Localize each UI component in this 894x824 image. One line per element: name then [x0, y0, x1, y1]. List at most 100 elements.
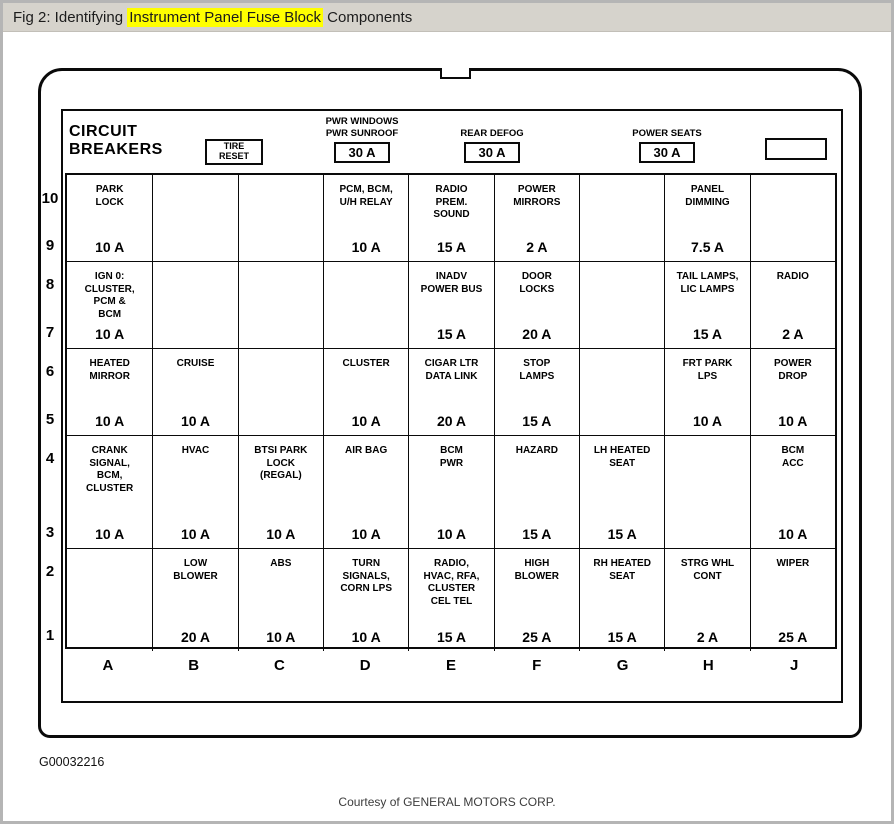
row-number-6: 6: [45, 363, 55, 380]
figure-title-suffix: Components: [323, 8, 413, 26]
fuse-cell-H-2-1: STRG WHL CONT 2 A: [664, 548, 750, 651]
fuse-amp: 2 A: [696, 629, 719, 645]
fuse-cell-D-8-7: [323, 261, 409, 348]
fuse-label: CLUSTER: [342, 358, 390, 369]
fuse-amp: 10 A: [266, 629, 296, 645]
fuse-label: RADIO PREM. SOUND: [433, 184, 470, 220]
row-number-8: 8: [45, 276, 55, 293]
fuse-label: STOP LAMPS: [519, 358, 555, 382]
column-letter-H: H: [702, 657, 714, 674]
fuse-label: FRT PARK LPS: [682, 358, 733, 382]
fuse-cell-D-4-3: AIR BAG 10 A: [323, 435, 409, 548]
fuse-cell-E-6-5: CIGAR LTR DATA LINK 20 A: [408, 348, 494, 435]
fuse-cell-E-8-7: INADV POWER BUS 15 A: [408, 261, 494, 348]
fuse-label: HEATED MIRROR: [89, 358, 130, 382]
fuse-cell-C-10-9: [237, 175, 323, 261]
fuse-amp: 20 A: [180, 629, 211, 645]
fuse-cell-J-2-1: WIPER 25 A: [749, 548, 835, 651]
fuse-amp: 2 A: [526, 239, 548, 255]
fuse-cell-E-4-3: BCM PWR 10 A: [408, 435, 494, 548]
fuse-amp: 20 A: [522, 326, 552, 342]
row-number-1: 1: [45, 627, 55, 644]
fuse-grid: PARK LOCK 10 A PCM, BCM, U/H RELAY 10 A RADI…: [65, 173, 837, 651]
fuse-label: CIGAR LTR DATA LINK: [424, 358, 479, 382]
fuse-cell-H-8-7: TAIL LAMPS, LIC LAMPS 15 A: [664, 261, 750, 348]
column-letter-G: G: [616, 657, 629, 674]
circuit-breakers-line1: CIRCUIT: [69, 123, 138, 140]
figure-title-prefix: Fig 2: Identifying: [13, 8, 128, 26]
fuse-cell-J-10-9: [749, 175, 835, 261]
fuse-amp: 20 A: [436, 413, 467, 429]
fuse-label: LH HEATED SEAT: [593, 445, 651, 469]
fuse-block-panel: 10 9 8 7 6 5 4 3 2 1 CIRCUIT BREAKERS TIRE RESET …: [38, 68, 862, 738]
fuse-label: STRG WHL CONT: [680, 558, 735, 582]
fuse-cell-B-10-9: [152, 175, 237, 261]
column-letter-B: B: [188, 657, 200, 674]
column-letter-A: A: [102, 657, 114, 674]
fuse-label: DOOR LOCKS: [519, 271, 555, 295]
fuse-label: RH HEATED SEAT: [593, 558, 651, 582]
fuse-label: CRANK SIGNAL, BCM, CLUSTER: [86, 445, 134, 494]
fuse-amp: 10 A: [180, 526, 211, 542]
fuse-cell-F-6-5: STOP LAMPS 15 A: [493, 348, 579, 435]
fuse-label: IGN 0: CLUSTER, PCM & BCM: [84, 271, 135, 320]
fuse-amp: 15 A: [436, 629, 467, 645]
fuse-label: LOW BLOWER: [173, 558, 218, 582]
breaker-pwr-windows-amp-box: 30 A: [334, 142, 390, 163]
fuse-cell-B-8-7: [152, 261, 238, 348]
fuse-label: HVAC: [181, 445, 210, 456]
fuse-amp: 10 A: [436, 526, 467, 542]
fuse-label: BCM PWR: [439, 445, 464, 469]
fuse-cell-D-6-5: CLUSTER 10 A: [323, 348, 409, 435]
spare-breaker-box: [765, 138, 827, 160]
tire-reset-line2: RESET: [218, 150, 249, 161]
fuse-amp: 10 A: [778, 413, 808, 429]
fuse-cell-F-10-9: POWER MIRRORS 2 A: [493, 175, 579, 261]
fuse-cell-E-2-1: RADIO, HVAC, RFA, CLUSTER CEL TEL 15 A: [408, 548, 494, 651]
fuse-label: BTSI PARK LOCK (REGAL): [254, 445, 308, 481]
fuse-amp: 15 A: [607, 629, 637, 645]
fuse-cell-C-4-3: BTSI PARK LOCK (REGAL) 10 A: [237, 435, 323, 548]
column-letter-F: F: [532, 657, 542, 674]
fuse-label: HAZARD: [515, 445, 558, 456]
fuse-cell-G-2-1: RH HEATED SEAT 15 A: [579, 548, 665, 651]
fuse-cell-J-8-7: RADIO 2 A: [749, 261, 835, 348]
fuse-cell-E-10-9: RADIO PREM. SOUND 15 A: [408, 175, 493, 261]
breaker-power-seats: POWER SEATS 30 A: [606, 112, 728, 163]
fuse-label: INADV POWER BUS: [420, 271, 483, 295]
fuse-label: BCM ACC: [781, 445, 805, 469]
circuit-breakers-line2: BREAKERS: [69, 141, 163, 159]
fuse-cell-A-4-3: CRANK SIGNAL, BCM, CLUSTER 10 A: [67, 435, 153, 548]
row-number-4: 4: [45, 450, 55, 467]
fuse-cell-B-2-1: LOW BLOWER 20 A: [152, 548, 238, 651]
fuse-cell-C-2-1: ABS 10 A: [237, 548, 323, 651]
fuse-cell-A-10-9: PARK LOCK 10 A: [67, 175, 152, 261]
column-letter-J: J: [789, 657, 799, 674]
fuse-cell-F-4-3: HAZARD 15 A: [493, 435, 579, 548]
fuse-amp: 15 A: [522, 413, 552, 429]
column-letter-D: D: [359, 657, 371, 674]
breaker-rear-defog-label: REAR DEFOG: [460, 127, 524, 139]
figure-title-bar: Fig 2: Identifying Instrument Panel Fuse…: [3, 3, 891, 32]
fuse-cell-B-6-5: CRUISE 10 A: [152, 348, 238, 435]
fuse-label: TURN SIGNALS, CORN LPS: [340, 558, 392, 594]
fuse-cell-A-2-1: [67, 548, 153, 651]
courtesy-line: Courtesy of GENERAL MOTORS CORP.: [338, 795, 556, 809]
column-letter-C: C: [274, 657, 285, 674]
fuse-cell-A-8-7: IGN 0: CLUSTER, PCM & BCM 10 A: [67, 261, 153, 348]
fuse-amp: 10 A: [692, 413, 723, 429]
fuse-cell-H-4-3: [664, 435, 750, 548]
fuse-cell-J-6-5: POWER DROP 10 A: [749, 348, 835, 435]
fuse-label: PARK LOCK: [95, 184, 124, 208]
panel-alignment-notch: [440, 68, 471, 79]
row-number-10: 10: [41, 190, 59, 207]
breaker-pwr-windows-sunroof: PWR WINDOWS PWR SUNROOF 30 A: [301, 112, 423, 163]
fuse-amp: 7.5 A: [691, 239, 724, 255]
fuse-cell-G-8-7: [579, 261, 665, 348]
fuse-cell-G-6-5: [579, 348, 665, 435]
fuse-amp: 10 A: [351, 629, 381, 645]
